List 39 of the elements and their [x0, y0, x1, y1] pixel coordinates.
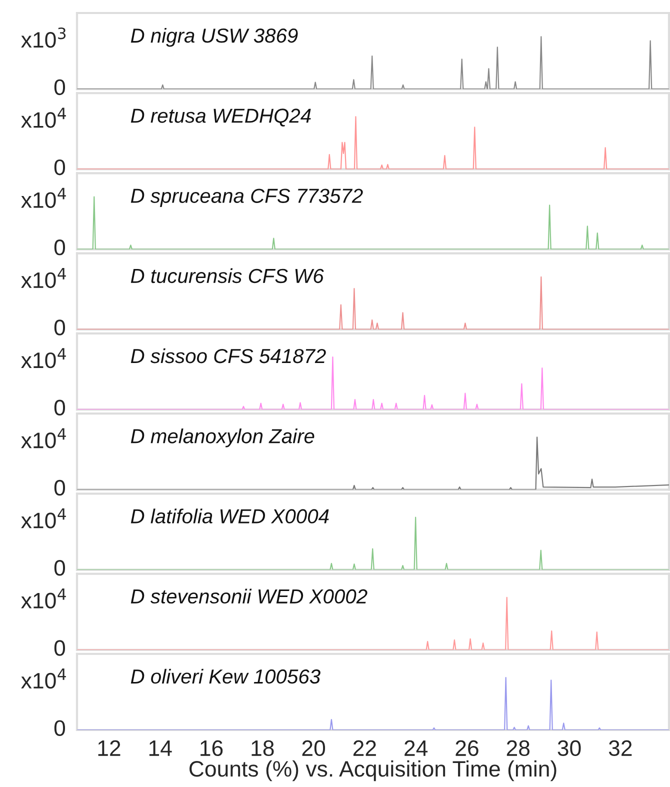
text: 0 — [54, 560, 66, 576]
chart-title: D melanoxylon Zaire — [130, 428, 314, 448]
text: 0 — [54, 159, 66, 176]
chart-title: D oliveri Kew 100563 — [130, 668, 320, 684]
chart-title: D retusa WEDHQ24 — [130, 108, 311, 126]
text: x10$^{4}$ — [21, 268, 66, 288]
x-tick-label: 16 — [200, 740, 223, 756]
x-tick-label: 26 — [456, 740, 478, 756]
x-tick-label: 12 — [98, 740, 120, 756]
text: x10$^{4}$ — [21, 348, 66, 368]
text: x10$^{3}$ — [21, 27, 66, 48]
text: x10$^{4}$ — [21, 108, 66, 128]
chart-title: D stevensonii WED X0002 — [130, 588, 368, 604]
x-tick-label: 24 — [404, 740, 428, 756]
text: 0 — [54, 240, 66, 256]
x-tick-label: 28 — [506, 740, 530, 756]
text: x10$^{4}$ — [21, 588, 66, 609]
x-tick-label: 30 — [558, 740, 581, 756]
chart-title: D sissoo CFS 541872 — [130, 348, 326, 364]
x-axis-title: Counts (%) vs. Acquisition Time (min) — [190, 760, 556, 782]
text: 0 — [54, 400, 66, 416]
x-tick-label: 20 — [302, 740, 326, 756]
x-tick-label: 32 — [608, 740, 632, 756]
text: 0 — [54, 640, 66, 656]
chart-title: D tucurensis CFS W6 — [130, 268, 324, 284]
text: 0 — [54, 320, 66, 336]
chart-title: D nigra USW 3869 — [130, 28, 298, 47]
x-tick-label: 18 — [252, 740, 274, 756]
text: 0 — [54, 79, 66, 96]
text: 0 — [54, 720, 66, 736]
text: x10$^{4}$ — [21, 508, 66, 528]
x-tick-label: 22 — [353, 740, 376, 756]
text: 0 — [54, 480, 66, 496]
text: x10$^{4}$ — [21, 668, 66, 689]
text: x10$^{4}$ — [21, 428, 66, 448]
chart-title: D spruceana CFS 773572 — [130, 188, 363, 207]
text: x10$^{4}$ — [21, 188, 66, 208]
x-tick-label: 14 — [149, 740, 172, 756]
chart-title: D latifolia WED X0004 — [130, 508, 329, 524]
